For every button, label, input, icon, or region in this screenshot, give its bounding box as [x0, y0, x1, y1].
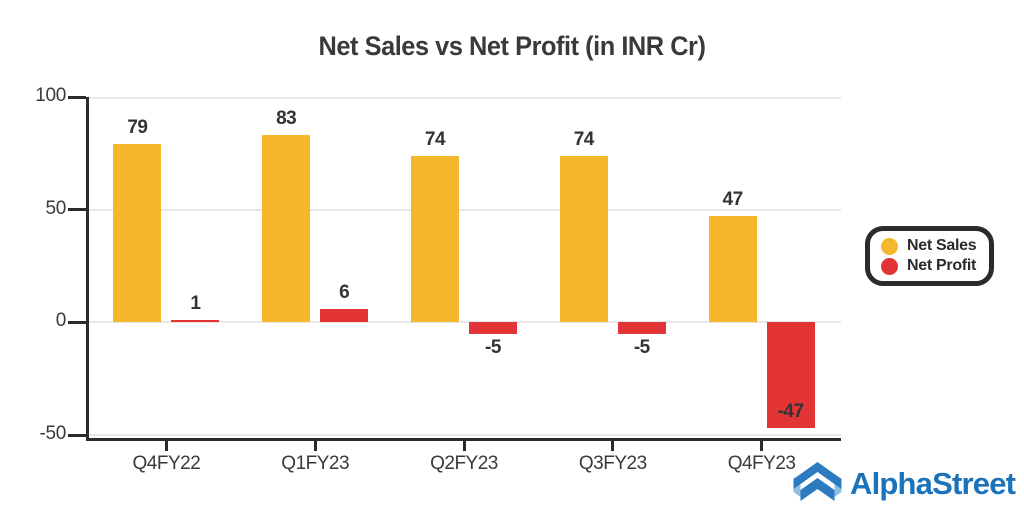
y-axis-tick--50 — [68, 433, 86, 437]
logo-top-chevron — [793, 461, 842, 489]
plot-area: 79 1 83 6 74 -5 74 -5 47 -47 — [68, 95, 841, 441]
brand-logo: AlphaStreet — [792, 458, 1016, 510]
legend: Net Sales Net Profit — [865, 226, 995, 286]
bar-net-profit-q4fy22 — [171, 320, 220, 323]
y-axis-tick-50 — [68, 208, 86, 212]
logo-bottom-chevron — [800, 477, 835, 501]
x-axis-tick-q4fy23 — [760, 441, 764, 451]
x-axis-tick-q3fy23 — [611, 441, 615, 451]
gridline-50 — [89, 208, 841, 211]
gridline-0 — [89, 321, 841, 324]
legend-item-net-sales: Net Sales — [881, 237, 977, 255]
x-axis-label-q4fy22: Q4FY22 — [132, 453, 201, 474]
net-sales-swatch-icon — [881, 237, 898, 255]
y-axis-tick-0 — [68, 320, 86, 324]
legend-item-net-profit: Net Profit — [881, 257, 976, 275]
value-label-net-sales-q3fy23: 74 — [573, 128, 595, 150]
x-axis-tick-q1fy23 — [313, 441, 317, 451]
x-axis-tick-q4fy22 — [164, 441, 168, 451]
gridline-100 — [89, 97, 841, 99]
bar-net-sales-q1fy23 — [262, 135, 311, 323]
value-label-net-sales-q2fy23: 74 — [424, 128, 446, 150]
x-axis-label-q3fy23: Q3FY23 — [578, 453, 647, 474]
bar-net-profit-q3fy23 — [617, 322, 666, 334]
y-axis-label-100: 100 — [35, 85, 66, 106]
x-axis-label-q1fy23: Q1FY23 — [281, 453, 350, 474]
bar-net-sales-q3fy23 — [559, 155, 608, 323]
y-axis-label-0: 0 — [55, 310, 67, 332]
value-label-net-profit-q4fy23: -47 — [777, 401, 804, 423]
bar-net-sales-q4fy22 — [113, 144, 162, 323]
bar-net-sales-q2fy23 — [411, 155, 459, 323]
x-axis-label-q4fy23: Q4FY23 — [727, 453, 796, 474]
y-axis-label--50: -50 — [39, 423, 66, 444]
value-label-net-profit-q1fy23: 6 — [339, 281, 350, 303]
bar-net-sales-q4fy23 — [708, 216, 757, 323]
value-label-net-profit-q4fy22: 1 — [190, 293, 201, 315]
bar-net-profit-q2fy23 — [469, 322, 517, 334]
value-label-net-sales-q1fy23: 83 — [276, 108, 297, 130]
bar-net-profit-q4fy23 — [766, 322, 815, 429]
x-axis-label-q2fy23: Q2FY23 — [430, 453, 498, 474]
gridline--50 — [89, 434, 841, 436]
brand-name: AlphaStreet — [850, 466, 1016, 501]
legend-label-net-sales: Net Sales — [907, 237, 977, 254]
value-label-net-sales-q4fy23: 47 — [722, 189, 744, 211]
y-axis-tick-100 — [68, 95, 86, 99]
value-label-net-profit-q2fy23: -5 — [485, 336, 501, 358]
value-label-net-profit-q3fy23: -5 — [633, 336, 650, 358]
alphastreet-chevron-icon — [793, 461, 842, 501]
x-axis-tick-q2fy23 — [462, 441, 466, 451]
legend-label-net-profit: Net Profit — [907, 257, 977, 274]
chart-title: Net Sales vs Net Profit (in INR Cr) — [318, 31, 706, 61]
y-axis-label-50: 50 — [45, 197, 66, 219]
net-profit-swatch-icon — [881, 257, 898, 275]
value-label-net-sales-q4fy22: 79 — [127, 117, 148, 139]
bar-net-profit-q1fy23 — [320, 308, 369, 323]
